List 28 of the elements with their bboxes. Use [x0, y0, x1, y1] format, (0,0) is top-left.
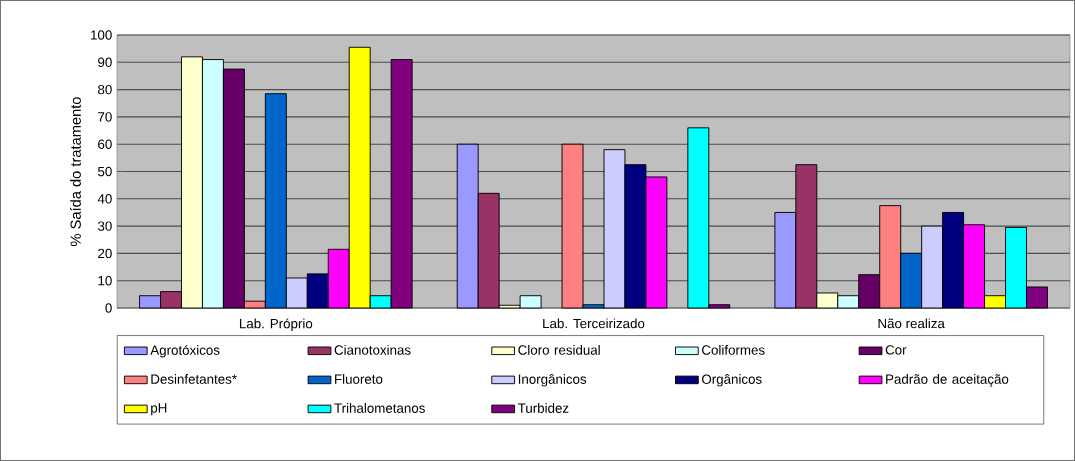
y-tick-label: 0 — [105, 303, 112, 313]
legend-label: Padrão de aceitação — [886, 374, 1009, 387]
y-tick-label: 80 — [98, 84, 112, 95]
y-tick-label: 40 — [97, 194, 112, 204]
y-tick-label: 70 — [98, 112, 112, 122]
legend-label: Turbidez — [517, 403, 569, 413]
y-tick-label: 90 — [98, 57, 112, 68]
legend-label: Cianotoxinas — [334, 344, 411, 355]
legend-label: Inorgânicos — [518, 374, 587, 387]
x-tick-label: Não realiza — [878, 318, 945, 329]
legend-label: Orgânicos — [702, 374, 762, 387]
y-tick-label: 10 — [98, 275, 112, 286]
y-tick-label: 20 — [98, 248, 112, 259]
legend-label: Cor — [885, 345, 907, 355]
legend-label: Desinfetantes* — [151, 374, 237, 384]
legend-label: Fluoreto — [335, 374, 383, 384]
legend-label: pH — [151, 403, 167, 416]
legend-label: Trihalometanos — [334, 403, 425, 413]
y-tick-label: 100 — [91, 30, 112, 40]
legend-label: Cloro residual — [518, 344, 600, 355]
x-tick-label: Lab. Terceirizado — [543, 318, 645, 329]
y-tick-label: 60 — [98, 139, 112, 149]
x-tick-label: Lab. Próprio — [239, 318, 313, 331]
y-tick-label: 30 — [97, 221, 112, 231]
y-tick-label: 50 — [98, 166, 112, 177]
legend-label: Coliformes — [702, 344, 765, 355]
y-axis-title: % Saída do tratamento — [69, 97, 81, 246]
legend-label: Agrotóxicos — [150, 344, 220, 358]
